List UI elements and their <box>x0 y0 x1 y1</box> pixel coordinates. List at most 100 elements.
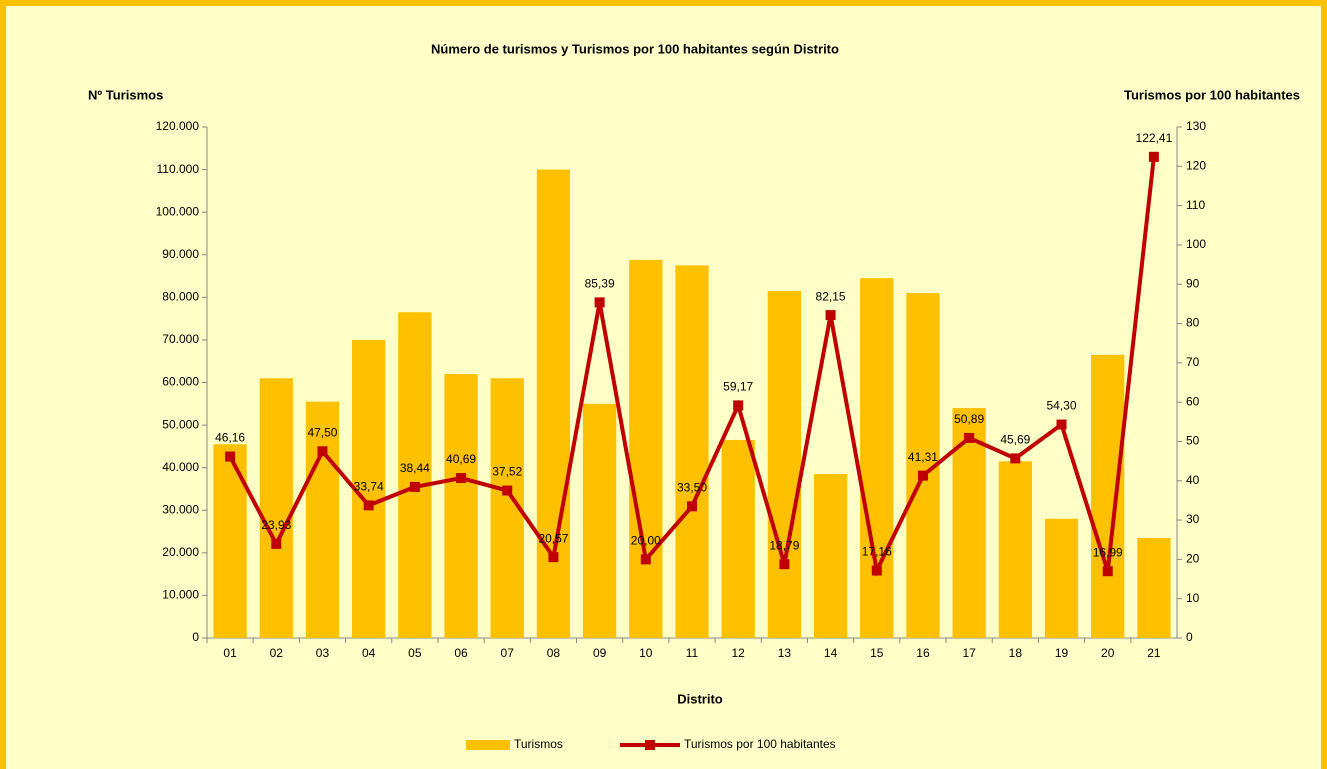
line-marker <box>502 485 513 496</box>
legend-label: Turismos por 100 habitantes <box>684 737 836 751</box>
data-label: 41,31 <box>908 450 938 464</box>
y-tick-label: 80.000 <box>162 290 199 304</box>
x-tick-label: 01 <box>223 646 237 660</box>
line-marker <box>363 500 374 511</box>
data-label: 40,69 <box>446 452 476 466</box>
data-label: 46,16 <box>215 431 245 445</box>
line-marker <box>1148 151 1159 162</box>
x-tick-label: 17 <box>962 646 976 660</box>
y2-tick-label: 50 <box>1186 434 1200 448</box>
line-marker <box>733 400 744 411</box>
line-marker <box>271 538 282 549</box>
bar <box>629 259 663 638</box>
bar <box>582 403 617 638</box>
x-tick-label: 06 <box>454 646 468 660</box>
x-tick-label: 13 <box>778 646 792 660</box>
y2-tick-label: 0 <box>1186 630 1193 644</box>
data-label: 18,79 <box>769 538 799 552</box>
y2-tick-label: 100 <box>1186 237 1206 251</box>
x-tick-label: 07 <box>501 646 515 660</box>
line-marker <box>917 470 928 481</box>
data-label: 50,89 <box>954 412 984 426</box>
bar <box>444 373 478 638</box>
data-label: 37,52 <box>492 465 522 479</box>
line-marker <box>1010 453 1021 464</box>
y-tick-label: 60.000 <box>162 375 199 389</box>
line-marker <box>779 559 790 570</box>
data-label: 47,50 <box>307 425 337 439</box>
x-tick-label: 12 <box>732 646 746 660</box>
line-marker <box>317 446 328 457</box>
bar <box>305 401 340 638</box>
y2-tick-label: 80 <box>1186 316 1200 330</box>
x-tick-label: 10 <box>639 646 653 660</box>
y-tick-label: 40.000 <box>162 460 199 474</box>
data-label: 122,41 <box>1136 131 1173 145</box>
bar <box>1091 354 1125 638</box>
x-tick-label: 18 <box>1009 646 1023 660</box>
y2-tick-label: 130 <box>1186 119 1206 133</box>
x-tick-label: 08 <box>547 646 561 660</box>
legend-marker <box>645 740 655 750</box>
x-tick-label: 15 <box>870 646 884 660</box>
line-marker <box>594 297 605 308</box>
data-label: 33,74 <box>354 480 384 494</box>
bar <box>1137 537 1171 638</box>
y-tick-label: 0 <box>192 630 199 644</box>
y-tick-label: 30.000 <box>162 502 199 516</box>
bar <box>1044 518 1079 638</box>
y-tick-label: 20.000 <box>162 545 199 559</box>
x-tick-label: 04 <box>362 646 376 660</box>
y2-tick-label: 30 <box>1186 512 1200 526</box>
bar <box>352 339 386 638</box>
y-tick-label: 10.000 <box>162 588 199 602</box>
line-marker <box>1102 566 1113 577</box>
data-label: 85,39 <box>585 277 615 291</box>
chart-title: Número de turismos y Turismos por 100 ha… <box>431 41 839 56</box>
data-label: 82,15 <box>816 289 846 303</box>
legend-swatch <box>466 740 510 750</box>
line-marker <box>964 432 975 443</box>
x-tick-label: 19 <box>1055 646 1069 660</box>
x-tick-label: 20 <box>1101 646 1115 660</box>
x-tick-label: 14 <box>824 646 838 660</box>
data-label: 23,93 <box>261 518 291 532</box>
bar <box>259 378 293 638</box>
y-tick-label: 70.000 <box>162 332 199 346</box>
y-axis-title: Nº Turismos <box>88 87 163 102</box>
bar <box>721 439 755 638</box>
y2-tick-label: 90 <box>1186 276 1200 290</box>
data-label: 33,50 <box>677 480 707 494</box>
data-label: 20,00 <box>631 534 661 548</box>
x-axis-title: Distrito <box>677 691 723 706</box>
y-tick-label: 120.000 <box>156 119 200 133</box>
x-tick-label: 11 <box>686 646 699 660</box>
line-marker <box>825 310 836 321</box>
y2-tick-label: 20 <box>1186 552 1200 566</box>
y2-tick-label: 120 <box>1186 158 1206 172</box>
data-label: 16,99 <box>1093 545 1123 559</box>
line-marker <box>456 473 467 484</box>
line-marker <box>548 552 559 563</box>
bar <box>213 444 247 638</box>
line-marker <box>1056 419 1067 430</box>
y2-tick-label: 60 <box>1186 394 1200 408</box>
bar <box>860 278 894 638</box>
x-tick-label: 03 <box>316 646 330 660</box>
y-tick-label: 110.000 <box>157 162 200 176</box>
legend-label: Turismos <box>514 737 563 751</box>
bar <box>767 290 802 638</box>
data-label: 38,44 <box>400 461 430 475</box>
data-label: 59,17 <box>723 380 753 394</box>
x-tick-label: 09 <box>593 646 607 660</box>
y2-tick-label: 110 <box>1186 198 1205 212</box>
y2-tick-label: 40 <box>1186 473 1200 487</box>
x-tick-label: 05 <box>408 646 422 660</box>
x-tick-label: 02 <box>270 646 284 660</box>
y-tick-label: 100.000 <box>156 204 200 218</box>
data-label: 20,57 <box>538 531 568 545</box>
line-marker <box>687 501 697 512</box>
y-tick-label: 90.000 <box>162 247 199 261</box>
